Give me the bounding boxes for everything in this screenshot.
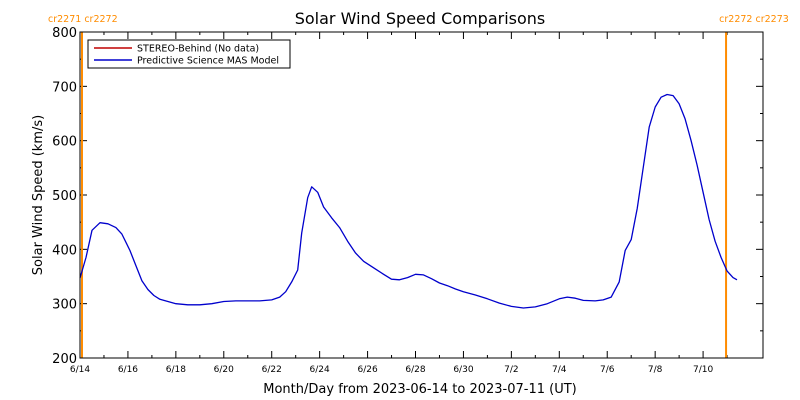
series-line-mas-model [79, 93, 738, 309]
legend: STEREO-Behind (No data) Predictive Scien… [87, 39, 291, 69]
x-tick-label: 6/14 [70, 365, 90, 375]
x-axis-label: Month/Day from 2023-06-14 to 2023-07-11 … [263, 382, 576, 397]
legend-label-mas: Predictive Science MAS Model [137, 56, 279, 67]
x-tick-label: 6/22 [262, 365, 282, 375]
x-tick-label: 6/20 [214, 365, 234, 375]
x-tick-label: 6/28 [405, 365, 425, 375]
data-series [79, 93, 738, 309]
y-axis-label: Solar Wind Speed (km/s) [31, 115, 46, 275]
y-tick-label: 300 [52, 298, 77, 313]
x-tick-label: 6/18 [166, 365, 186, 375]
x-tick-label: 6/26 [357, 365, 377, 375]
plot-frame [79, 31, 764, 359]
x-tick-label: 7/4 [552, 365, 567, 375]
y-tick-label: 200 [52, 352, 77, 367]
x-tick-label: 6/16 [118, 365, 138, 375]
x-tick-label: 7/2 [504, 365, 518, 375]
x-tick-label: 6/30 [453, 365, 473, 375]
x-tick-label: 7/8 [648, 365, 663, 375]
legend-label-stereo: STEREO-Behind (No data) [137, 44, 259, 55]
y-tick-label: 700 [52, 80, 77, 95]
y-tick-label: 600 [52, 135, 77, 150]
x-tick-label: 7/6 [600, 365, 615, 375]
y-tick-label: 800 [52, 26, 77, 41]
legend-box [87, 39, 291, 69]
carrington-markers: cr2271 cr2272 cr2272 cr2273 [48, 14, 789, 358]
carrington-marker-label: cr2271 cr2272 [48, 14, 118, 25]
y-tick-label: 400 [52, 243, 77, 258]
x-tick-label: 6/24 [310, 365, 330, 375]
x-tick-label: 7/10 [693, 365, 713, 375]
chart-title: Solar Wind Speed Comparisons [295, 9, 546, 28]
axis-ticks: 200 300 400 500 600 700 800 6/14 6/16 6/18 6/20 6/2… [52, 26, 763, 375]
y-tick-label: 500 [52, 189, 77, 204]
carrington-marker-label: cr2272 cr2273 [719, 14, 789, 25]
